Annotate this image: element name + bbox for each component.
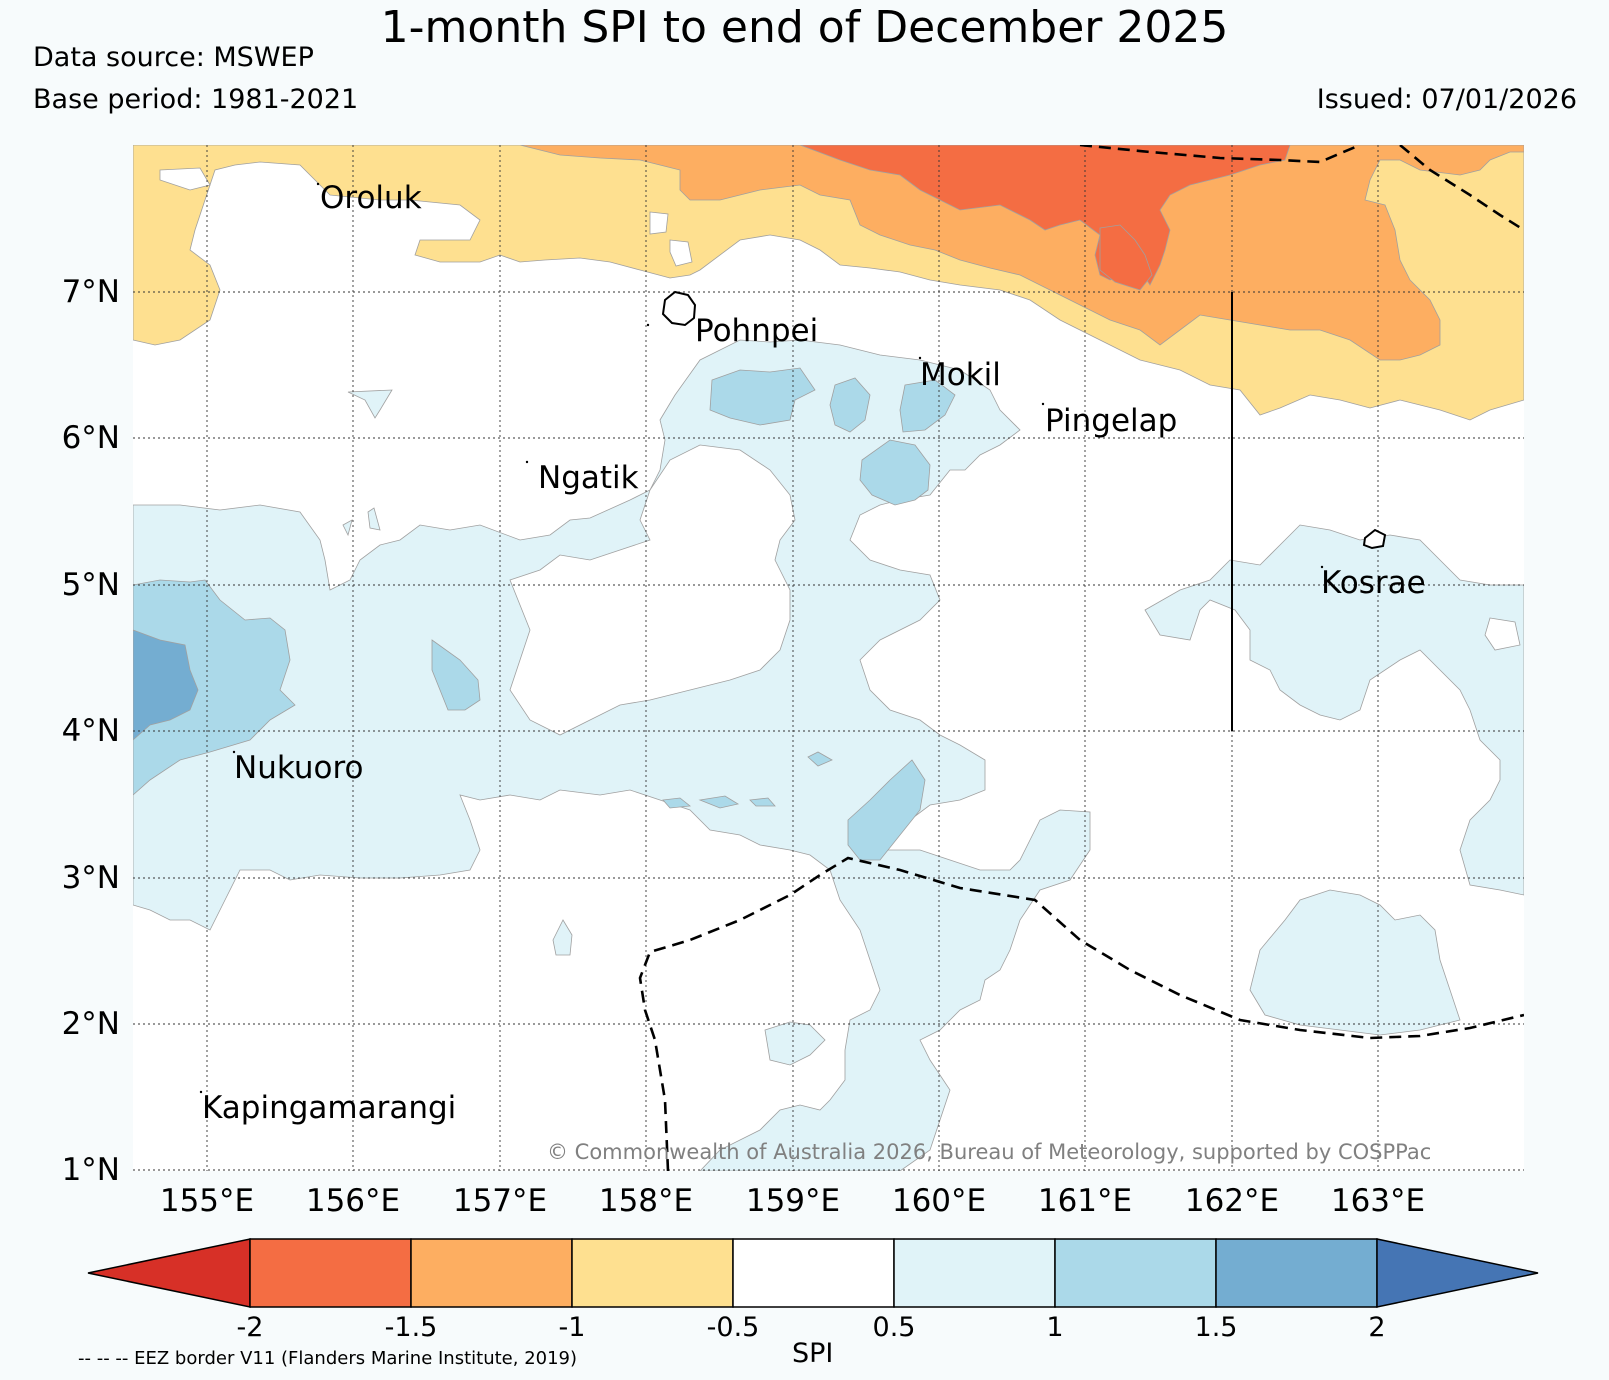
lon-label-157e: 157°E xyxy=(453,1183,547,1219)
colorbar-tick-neg2: -2 xyxy=(237,1312,264,1343)
base-period-label: Base period: 1981-2021 xyxy=(33,84,359,115)
place-label-pohnpei: Pohnpei xyxy=(695,313,818,349)
colorbar-bin-neg1-5-neg1 xyxy=(410,1238,573,1308)
colorbar-extend-low xyxy=(87,1238,251,1308)
wet-region-light-east xyxy=(1144,524,1524,896)
dry-region-orange xyxy=(519,145,1524,361)
eez-legend-note: -- -- -- EEZ border V11 (Flanders Marine… xyxy=(78,1348,578,1369)
lat-label-5n: 5°N xyxy=(62,567,120,603)
issued-date-label: Issued: 07/01/2026 xyxy=(1316,84,1577,115)
neutral-pocket xyxy=(1484,617,1521,651)
colorbar-bin-1-1-5 xyxy=(1054,1238,1217,1308)
place-markers xyxy=(199,182,1324,1094)
place-label-kapingamarangi: Kapingamarangi xyxy=(202,1090,456,1126)
wet-region-medium xyxy=(662,797,692,809)
neutral-pocket xyxy=(649,211,669,235)
wet-region-dark xyxy=(133,629,199,741)
wet-region-medium xyxy=(829,377,871,433)
wet-region-medium xyxy=(899,379,956,433)
lat-label-1n: 1°N xyxy=(62,1152,120,1188)
colorbar-bin-neg2-neg1-5 xyxy=(249,1238,412,1308)
place-label-pingelap: Pingelap xyxy=(1045,403,1177,439)
lon-label-161e: 161°E xyxy=(1038,1183,1132,1219)
dry-region-red xyxy=(799,145,1291,286)
kosrae-island-outline xyxy=(1362,528,1387,550)
map-title: 1-month SPI to end of December 2025 xyxy=(380,2,1229,53)
lon-label-155e: 155°E xyxy=(160,1183,254,1219)
wet-region-medium xyxy=(698,795,740,809)
wet-region-medium xyxy=(859,439,931,506)
lon-label-159e: 159°E xyxy=(746,1183,840,1219)
lon-label-158e: 158°E xyxy=(599,1183,693,1219)
colorbar-tick-neg1: -1 xyxy=(559,1312,586,1343)
colorbar-tick-1-5: 1.5 xyxy=(1195,1312,1238,1343)
colorbar-extend-high xyxy=(1376,1238,1539,1308)
wet-region-medium xyxy=(431,639,481,711)
colorbar-tick-neg1-5: -1.5 xyxy=(385,1312,438,1343)
lat-label-3n: 3°N xyxy=(62,860,120,896)
colorbar-label: SPI xyxy=(792,1338,834,1369)
wet-region-medium xyxy=(749,797,776,807)
wet-region-medium xyxy=(133,579,296,796)
colorbar-bin-neutral xyxy=(732,1238,895,1308)
place-label-kosrae: Kosrae xyxy=(1321,565,1426,601)
lon-label-162e: 162°E xyxy=(1185,1183,1279,1219)
lat-label-2n: 2°N xyxy=(62,1006,120,1042)
lon-label-163e: 163°E xyxy=(1331,1183,1425,1219)
wet-patch-small xyxy=(764,1021,826,1066)
lat-label-6n: 6°N xyxy=(62,420,120,456)
place-label-ngatik: Ngatik xyxy=(538,460,639,496)
eez-border xyxy=(638,145,1524,1171)
neutral-pocket xyxy=(669,239,693,267)
colorbar-bin-1-5-2 xyxy=(1215,1238,1378,1308)
colorbar-tick-0-5: 0.5 xyxy=(873,1312,916,1343)
lat-label-4n: 4°N xyxy=(62,713,120,749)
colorbar-bin-neg1-neg0-5 xyxy=(571,1238,734,1308)
wet-region-light-southeast xyxy=(1249,889,1461,1036)
dry-region-red-inner xyxy=(1099,224,1153,291)
colorbar xyxy=(87,1238,1539,1308)
colorbar-tick-neg0-5: -0.5 xyxy=(707,1312,760,1343)
neutral-pocket xyxy=(159,167,211,191)
wet-region-medium xyxy=(709,367,816,426)
colorbar-tick-2: 2 xyxy=(1368,1312,1385,1343)
pohnpei-island-outline xyxy=(661,290,697,327)
wet-patch-small xyxy=(367,507,381,531)
wet-region-medium xyxy=(847,759,926,861)
wet-patch-small xyxy=(552,919,573,956)
wet-region-light xyxy=(133,339,1091,1171)
wet-patch-small xyxy=(342,519,353,537)
map-graticule xyxy=(133,145,1524,1171)
place-label-oroluk: Oroluk xyxy=(320,180,422,216)
data-source-label: Data source: MSWEP xyxy=(33,42,314,73)
wet-patch-small xyxy=(347,389,393,419)
place-label-nukuoro: Nukuoro xyxy=(234,750,363,786)
lat-label-7n: 7°N xyxy=(62,274,120,310)
map-plot-area xyxy=(133,145,1524,1171)
lon-label-156e: 156°E xyxy=(306,1183,400,1219)
wet-region-medium xyxy=(807,751,833,767)
place-label-mokil: Mokil xyxy=(920,357,1001,393)
colorbar-tick-1: 1 xyxy=(1046,1312,1063,1343)
lon-label-160e: 160°E xyxy=(892,1183,986,1219)
neutral-pocket xyxy=(509,444,796,736)
colorbar-bin-0-5-1 xyxy=(893,1238,1056,1308)
copyright-notice: © Commonwealth of Australia 2026, Bureau… xyxy=(547,1140,1432,1164)
